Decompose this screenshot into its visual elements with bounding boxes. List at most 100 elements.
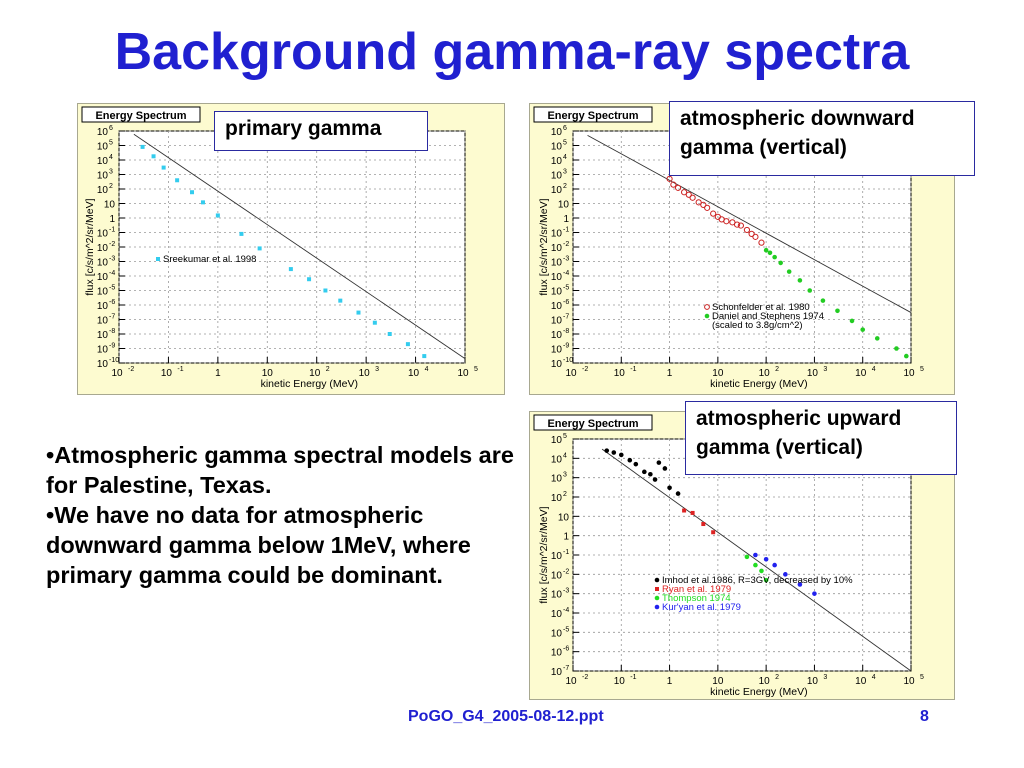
- data-point: [807, 288, 813, 293]
- x-tick-exponent: 4: [872, 674, 876, 681]
- callout-primary-text: primary gamma: [225, 117, 382, 140]
- data-point: [356, 310, 361, 315]
- x-tick-exponent: -2: [128, 366, 134, 373]
- x-tick-exponent: 5: [474, 366, 478, 373]
- bullet-list: •Atmospheric gamma spectral models are f…: [46, 440, 516, 590]
- data-point: [611, 450, 617, 455]
- data-point: [711, 530, 716, 535]
- data-point: [627, 457, 633, 463]
- y-tick-label: 1: [563, 532, 569, 543]
- primary-gamma-plot: Energy Spectrum 10 -2 10 -1 1 10 10 2 10 3 10 4 10 5 10…: [77, 103, 505, 395]
- data-point: [685, 191, 692, 198]
- y-tick-label: 1: [563, 214, 569, 225]
- x-tick-exponent: 4: [872, 366, 876, 373]
- x-tick-exponent: 2: [326, 366, 330, 373]
- x-tick-label: 10: [565, 368, 577, 379]
- y-tick-exponent: -4: [563, 607, 569, 614]
- data-point: [710, 210, 717, 217]
- y-tick-label: 10: [551, 551, 563, 562]
- y-tick-exponent: -5: [109, 285, 115, 292]
- y-tick-exponent: 5: [563, 433, 567, 440]
- y-tick-exponent: -6: [563, 646, 569, 653]
- x-tick-exponent: -1: [630, 674, 636, 681]
- data-point: [753, 562, 758, 568]
- legend-label: Kur'yan et al. 1979: [662, 602, 741, 613]
- y-tick-exponent: -10: [109, 357, 119, 364]
- y-tick-label: 10: [97, 243, 109, 254]
- y-tick-label: 10: [551, 142, 563, 153]
- y-tick-label: 10: [551, 243, 563, 254]
- data-point: [772, 562, 777, 568]
- x-tick-label: 10: [408, 368, 420, 379]
- y-tick-label: 10: [551, 474, 563, 485]
- x-tick-label: 10: [262, 368, 274, 379]
- data-point: [652, 477, 658, 482]
- y-tick-label: 10: [551, 609, 563, 620]
- bullet-item: •We have no data for atmospheric downwar…: [46, 502, 471, 588]
- model-line: [133, 133, 466, 360]
- callout-primary-gamma: primary gamma: [214, 111, 428, 151]
- data-point: [797, 582, 803, 587]
- data-point: [618, 452, 624, 458]
- y-tick-label: 10: [551, 454, 563, 465]
- data-point: [704, 204, 711, 211]
- y-tick-label: 10: [551, 185, 563, 196]
- data-point: [633, 461, 639, 467]
- data-point: [783, 572, 788, 577]
- x-tick-label: 10: [855, 368, 867, 379]
- data-point: [656, 460, 662, 465]
- data-point: [849, 318, 855, 324]
- legend-note: (scaled to 3.8g/cm^2): [712, 320, 803, 331]
- y-tick-exponent: -7: [563, 665, 569, 672]
- y-tick-exponent: -7: [109, 314, 115, 321]
- legend-label: Imhod et al.1986, R=3GV, decreased by 10…: [662, 575, 853, 586]
- data-point: [422, 354, 427, 359]
- data-point: [690, 510, 695, 515]
- data-point: [753, 552, 758, 558]
- data-point: [894, 346, 899, 351]
- callout-downward-gamma: atmospheric downward gamma (vertical): [669, 101, 975, 176]
- data-point: [743, 226, 751, 234]
- legend-marker: [704, 304, 710, 310]
- x-tick-label: 10: [614, 676, 626, 687]
- data-point: [140, 144, 145, 149]
- y-tick-exponent: -1: [109, 227, 115, 234]
- data-point: [387, 332, 392, 336]
- legend-label: Schonfelder et al. 1980: [712, 302, 810, 313]
- y-tick-label: 10: [97, 316, 109, 327]
- data-point: [874, 336, 880, 341]
- y-tick-label: 10: [551, 171, 563, 182]
- y-tick-exponent: -9: [563, 343, 569, 350]
- x-tick-label: 10: [565, 676, 577, 687]
- x-tick-exponent: 3: [823, 366, 827, 373]
- x-tick-label: 10: [807, 676, 819, 687]
- legend-label: Ryan et al. 1979: [662, 584, 731, 595]
- data-point: [648, 471, 653, 477]
- model-line: [601, 448, 912, 672]
- y-tick-label: 10: [97, 345, 109, 356]
- x-tick-label: 10: [903, 368, 915, 379]
- y-tick-label: 10: [551, 127, 563, 138]
- model-line: [587, 134, 912, 313]
- panel-label-box: [533, 414, 653, 431]
- data-point: [667, 485, 672, 491]
- y-tick-label: 10: [551, 156, 563, 167]
- x-tick-label: 10: [359, 368, 371, 379]
- data-point: [338, 298, 343, 303]
- y-tick-label: 10: [551, 229, 563, 240]
- x-tick-exponent: 2: [775, 674, 779, 681]
- y-tick-label: 10: [97, 330, 109, 341]
- y-tick-exponent: -3: [563, 588, 569, 595]
- legend-marker: [156, 257, 160, 261]
- data-point: [670, 181, 677, 188]
- x-tick-label: 10: [161, 368, 173, 379]
- legend-marker: [655, 587, 659, 591]
- x-tick-label: 10: [111, 368, 123, 379]
- callout-upward-gamma: atmospheric upward gamma (vertical): [685, 401, 957, 475]
- y-tick-label: 10: [97, 142, 109, 153]
- data-point: [175, 178, 180, 183]
- y-tick-exponent: -5: [563, 285, 569, 292]
- y-tick-label: 10: [551, 272, 563, 283]
- data-point: [786, 269, 792, 274]
